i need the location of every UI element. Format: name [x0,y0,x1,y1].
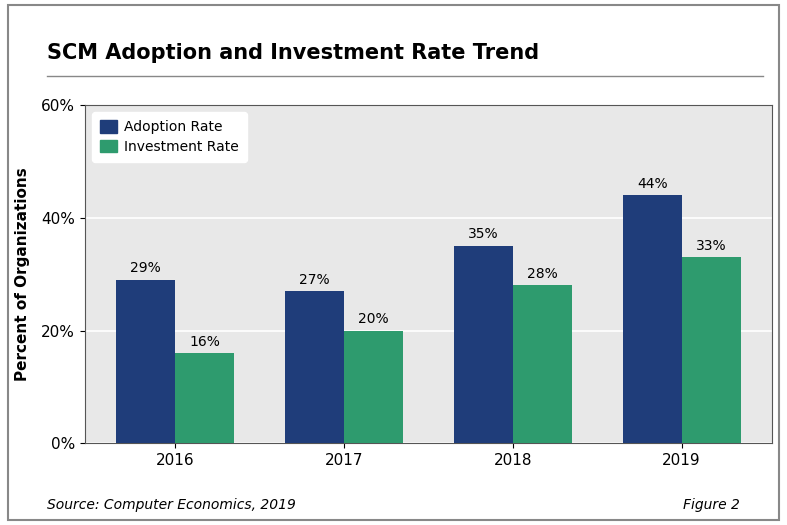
Text: 44%: 44% [637,177,667,191]
Bar [344,331,403,443]
Bar [116,280,176,443]
Bar [285,291,344,443]
Bar [176,353,235,443]
Text: SCM Adoption and Investment Rate Trend: SCM Adoption and Investment Rate Trend [47,43,539,63]
Text: Source: Computer Economics, 2019: Source: Computer Economics, 2019 [47,498,296,512]
Text: 16%: 16% [189,334,220,349]
Bar [682,257,741,443]
Text: 35%: 35% [468,227,499,242]
Legend: Adoption Rate, Investment Rate: Adoption Rate, Investment Rate [92,112,247,162]
Bar [513,286,572,443]
Bar [454,246,513,443]
Y-axis label: Percent of Organizations: Percent of Organizations [15,167,30,381]
Text: 29%: 29% [130,261,161,275]
Text: 20%: 20% [358,312,389,326]
Text: 33%: 33% [696,239,726,253]
Bar [623,195,682,443]
Text: 27%: 27% [299,272,330,287]
Text: Figure 2: Figure 2 [683,498,740,512]
Text: 28%: 28% [527,267,558,281]
